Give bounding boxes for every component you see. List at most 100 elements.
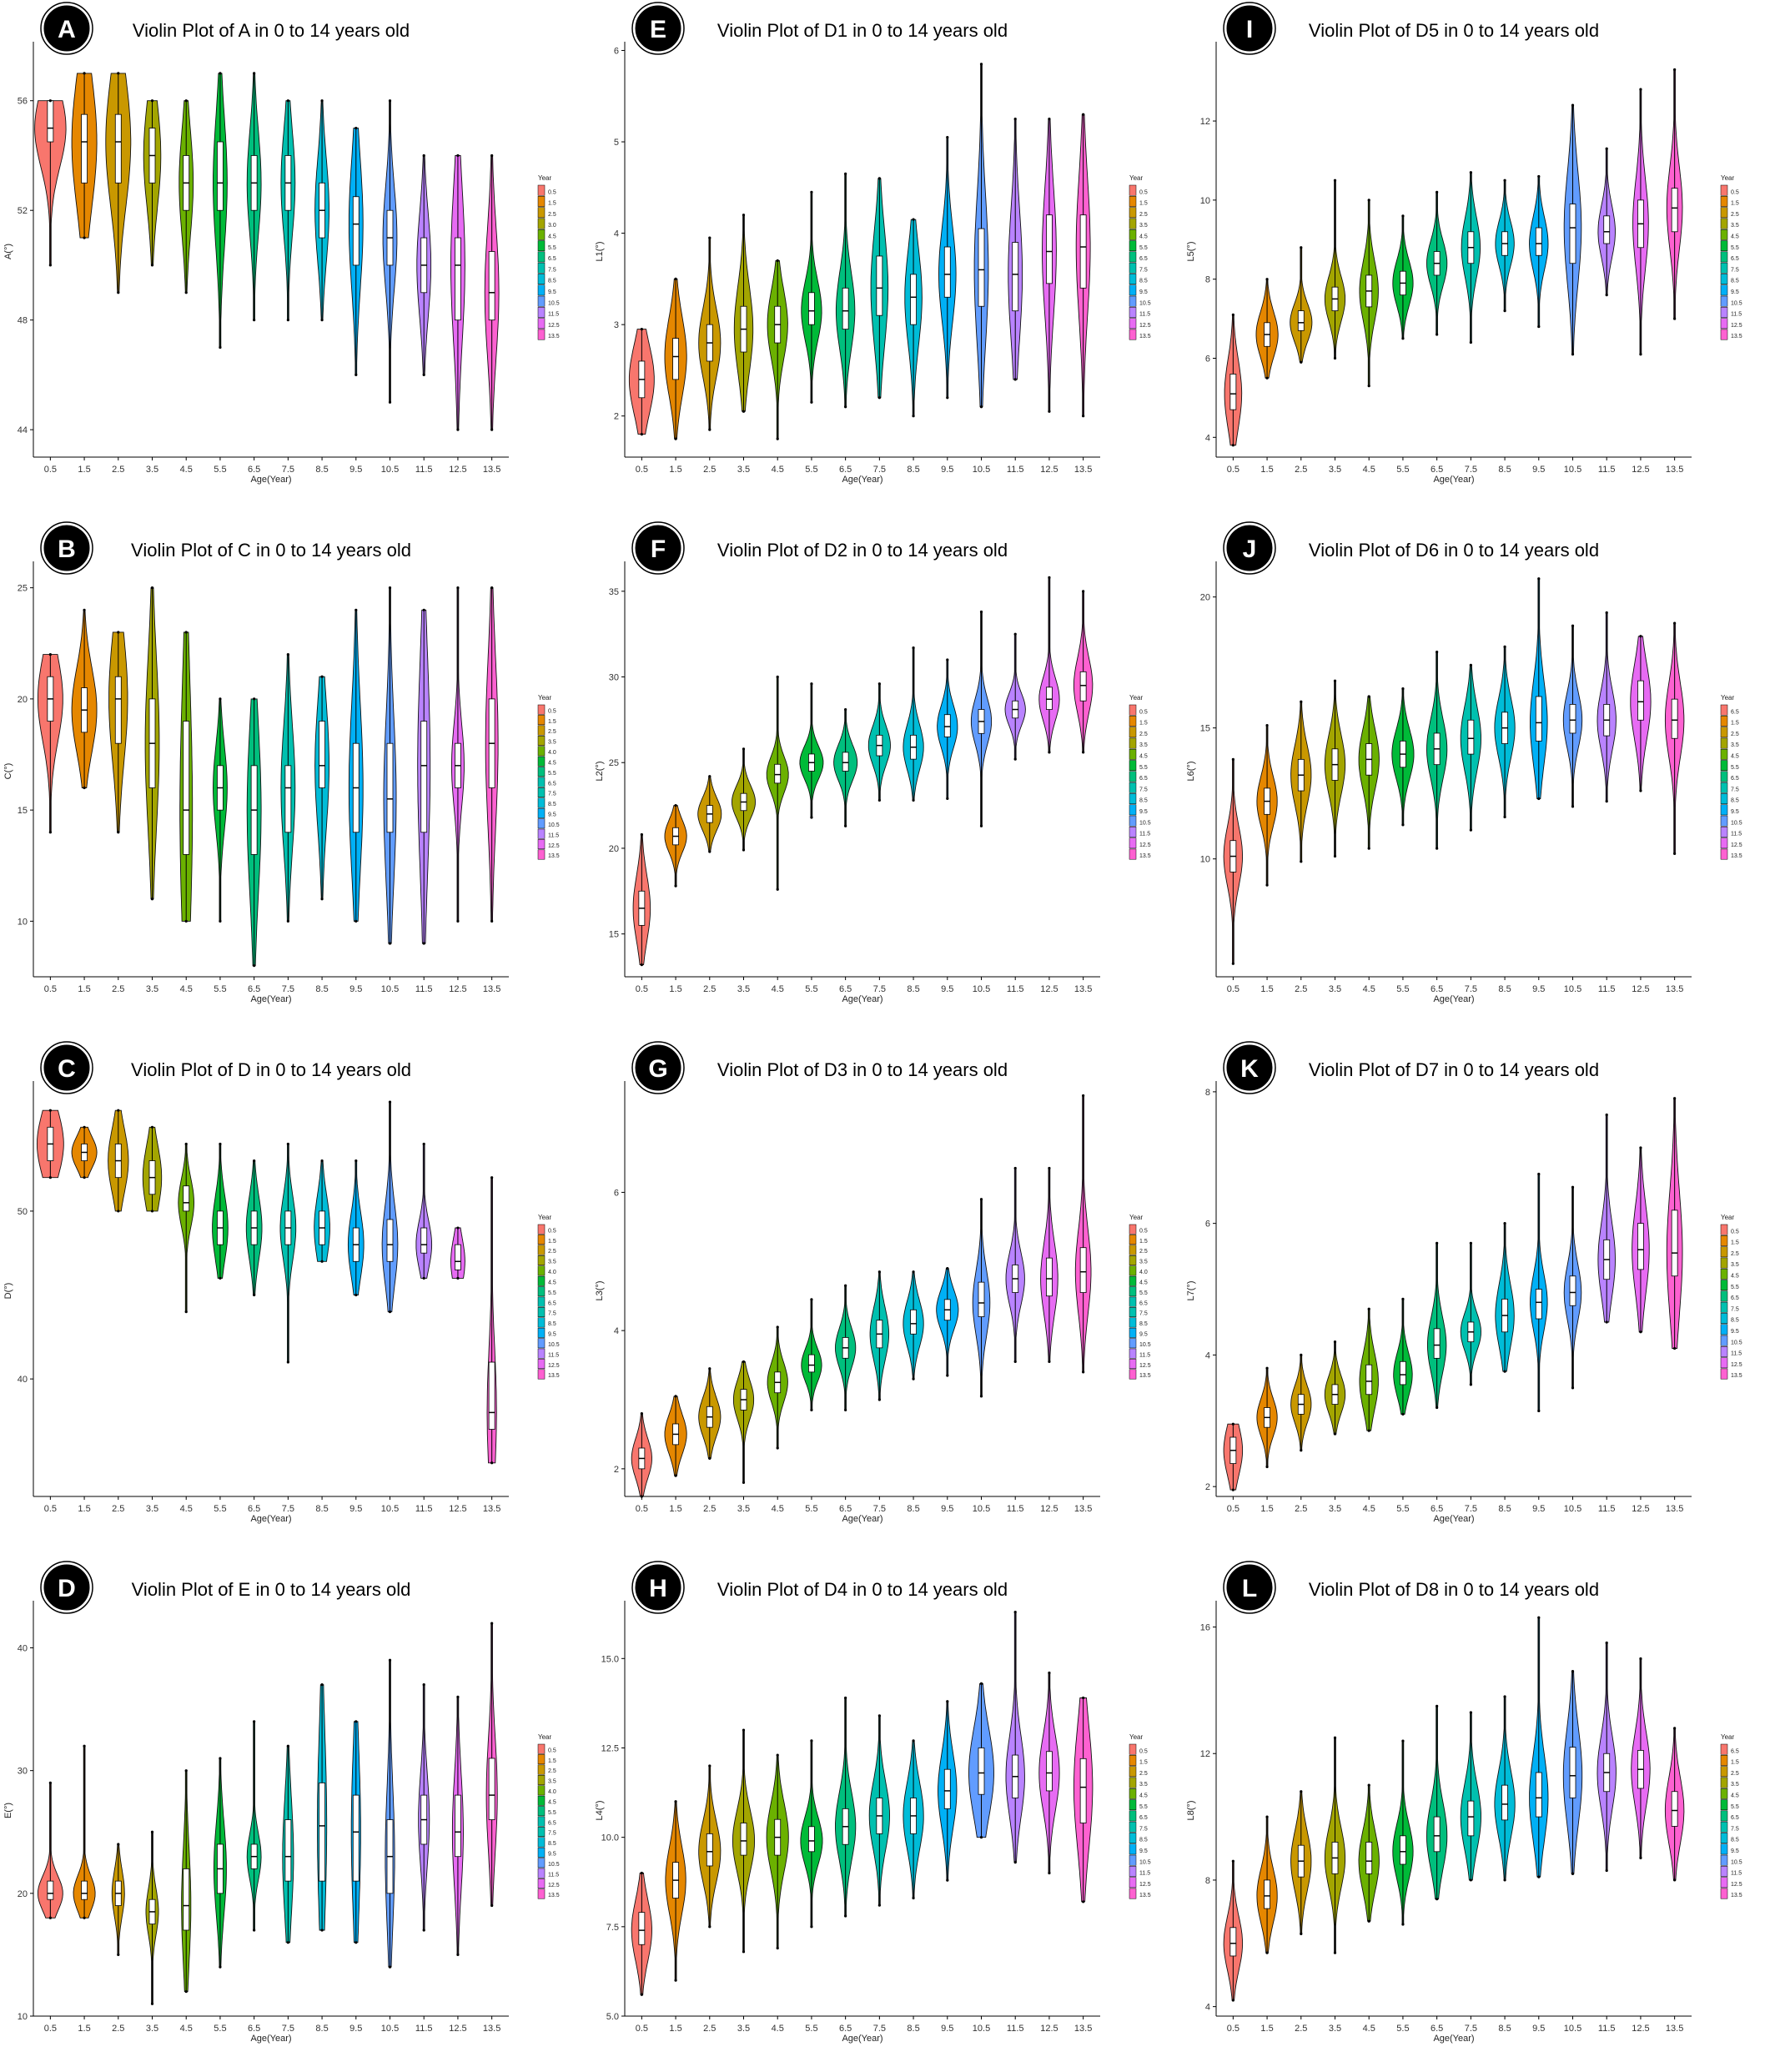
violin-chart-c: C Violin Plot of D in 0 to 14 years old 40… bbox=[3, 1041, 560, 1524]
panel-letter: D bbox=[58, 1575, 76, 1602]
min-point bbox=[1469, 828, 1472, 832]
max-point bbox=[810, 1298, 813, 1301]
x-tick-label: 3.5 bbox=[1329, 984, 1341, 994]
min-point bbox=[844, 1408, 847, 1412]
legend: Year 0.5 1.5 2.5 3.5 4.5 5.5 6.5 7.5 8.5 9.5 10.5 11… bbox=[1129, 1733, 1151, 1899]
legend-swatch bbox=[537, 274, 546, 284]
iqr-box bbox=[284, 1819, 292, 1882]
min-point bbox=[640, 963, 643, 967]
x-tick-label: 12.5 bbox=[1040, 1504, 1058, 1514]
max-point bbox=[490, 1622, 494, 1625]
legend-swatch bbox=[537, 1754, 546, 1765]
violin-5.5 bbox=[212, 1142, 229, 1280]
legend-label: 13.5 bbox=[548, 334, 560, 339]
chart-title: Violin Plot of D7 in 0 to 14 years old bbox=[1309, 1059, 1599, 1080]
violin-1.5 bbox=[1256, 1366, 1278, 1469]
legend-label: 3.5 bbox=[1731, 742, 1739, 748]
x-tick-label: 1.5 bbox=[78, 984, 90, 994]
y-tick-label: 2 bbox=[614, 1465, 619, 1475]
legend-swatch bbox=[537, 1764, 546, 1775]
min-point bbox=[490, 919, 494, 923]
panel-badge: B bbox=[40, 521, 93, 575]
max-point bbox=[456, 586, 460, 590]
x-tick-label: 12.5 bbox=[449, 984, 466, 994]
iqr-box bbox=[1046, 1257, 1053, 1297]
legend-swatch bbox=[1720, 804, 1728, 816]
y-tick-label: 10.0 bbox=[601, 1833, 619, 1843]
iqr-box bbox=[808, 1354, 815, 1373]
min-point bbox=[48, 1176, 52, 1179]
x-tick-label: 4.5 bbox=[180, 2024, 193, 2034]
violin-4.5 bbox=[1358, 695, 1380, 850]
violin-13.5 bbox=[1073, 590, 1094, 754]
legend-swatch bbox=[1129, 1799, 1137, 1811]
x-tick-label: 5.5 bbox=[214, 2024, 226, 2034]
chart-title: Violin Plot of C in 0 to 14 years old bbox=[131, 540, 411, 561]
min-point bbox=[1605, 800, 1608, 803]
max-point bbox=[674, 803, 677, 807]
iqr-box bbox=[943, 246, 951, 298]
legend-label: 12.5 bbox=[548, 843, 560, 849]
violin-11.5 bbox=[1008, 118, 1023, 381]
x-tick-label: 7.5 bbox=[282, 2024, 294, 2034]
violin-4.5 bbox=[1358, 1783, 1380, 1923]
y-tick-label: 10 bbox=[18, 917, 28, 927]
legend-swatch bbox=[1720, 1888, 1728, 1899]
iqr-box bbox=[774, 763, 782, 784]
iqr-box bbox=[455, 1244, 461, 1270]
iqr-box bbox=[1012, 242, 1019, 312]
iqr-box bbox=[638, 1912, 646, 1945]
violin-4.5 bbox=[181, 1769, 192, 1994]
max-point bbox=[1048, 1671, 1051, 1675]
legend-label: 6.5 bbox=[548, 1820, 556, 1826]
violin-3.5 bbox=[143, 99, 162, 267]
legend-label: 4.5 bbox=[1731, 754, 1739, 760]
x-tick-label: 1.5 bbox=[669, 1504, 681, 1514]
legend-swatch bbox=[1720, 1821, 1728, 1833]
legend-swatch bbox=[1129, 1338, 1137, 1349]
violin-12.5 bbox=[1630, 635, 1652, 792]
x-tick-label: 10.5 bbox=[381, 465, 399, 475]
legend-swatch bbox=[1129, 307, 1137, 318]
legend-label: 2.5 bbox=[1139, 1249, 1148, 1255]
min-point bbox=[844, 1914, 847, 1918]
iqr-box bbox=[672, 338, 679, 380]
legend-title: Year bbox=[538, 1214, 552, 1221]
iqr-box bbox=[1535, 227, 1542, 256]
min-point bbox=[490, 1904, 494, 1908]
legend-swatch bbox=[537, 1827, 546, 1837]
max-point bbox=[1537, 577, 1541, 581]
legend-label: 0.5 bbox=[1139, 1748, 1148, 1754]
violin-5.5 bbox=[799, 682, 824, 819]
min-point bbox=[184, 919, 188, 923]
violin-3.5 bbox=[145, 1830, 159, 2005]
legend-label: 0.5 bbox=[548, 708, 556, 714]
panel-letter: L bbox=[1242, 1575, 1257, 1602]
legend-swatch bbox=[1720, 307, 1728, 318]
violin-10.5 bbox=[383, 586, 397, 945]
legend: Year 0.5 1.5 2.5 3.5 4.0 4.5 5.5 6.5 7.5 8.5 9.5 10.… bbox=[537, 694, 560, 860]
legend-label: 8.5 bbox=[548, 802, 556, 807]
max-point bbox=[1082, 590, 1085, 593]
min-point bbox=[979, 405, 983, 409]
x-tick-label: 6.5 bbox=[839, 2024, 852, 2034]
min-point bbox=[388, 1965, 392, 1969]
min-point bbox=[776, 437, 779, 440]
legend-label: 10.5 bbox=[1139, 1342, 1151, 1348]
x-tick-label: 3.5 bbox=[146, 984, 158, 994]
max-point bbox=[1537, 1616, 1541, 1619]
iqr-box bbox=[1467, 719, 1475, 755]
x-tick-label: 0.5 bbox=[1227, 465, 1239, 475]
max-point bbox=[1082, 113, 1085, 116]
iqr-box bbox=[808, 292, 815, 325]
violin-6.5 bbox=[1426, 1704, 1448, 1901]
legend-label: 4.5 bbox=[548, 234, 556, 240]
violin-7.5 bbox=[1461, 171, 1481, 344]
x-tick-label: 9.5 bbox=[349, 2024, 362, 2034]
iqr-box bbox=[1671, 188, 1678, 233]
violin-9.5 bbox=[936, 1266, 959, 1377]
legend-swatch bbox=[1129, 1265, 1137, 1276]
min-point bbox=[640, 1495, 643, 1498]
x-tick-label: 7.5 bbox=[1465, 2024, 1477, 2034]
max-point bbox=[1231, 1422, 1234, 1426]
